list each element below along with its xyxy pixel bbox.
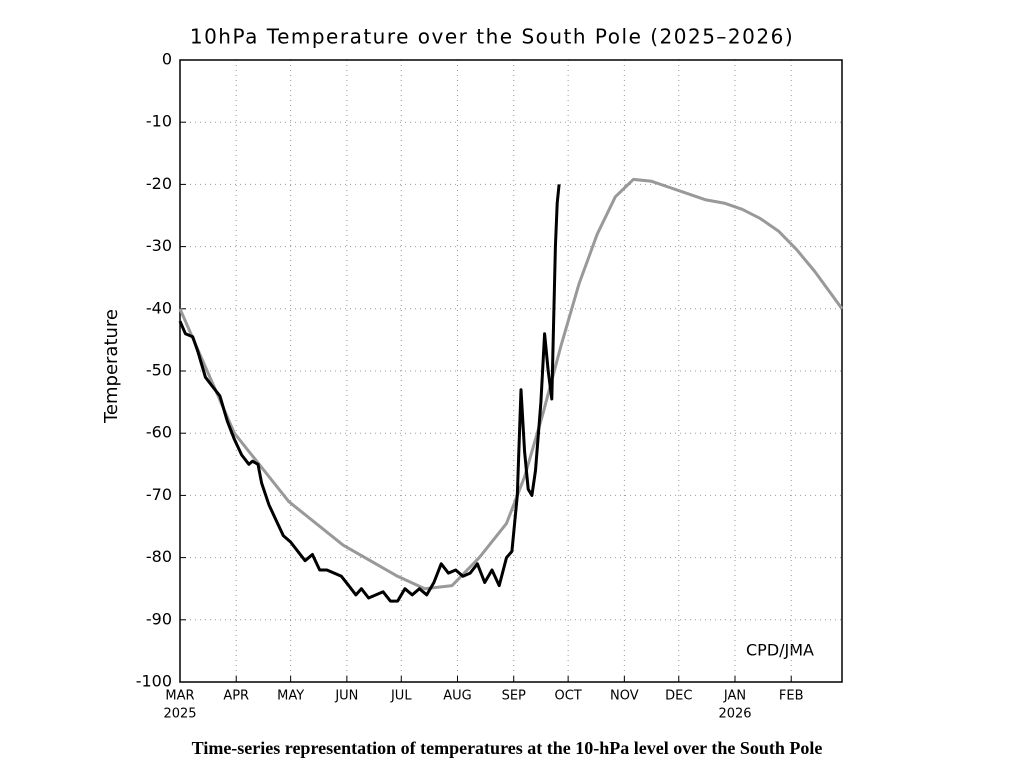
x-tick-label: JUL bbox=[390, 689, 412, 704]
year-label: 2026 bbox=[718, 707, 751, 722]
y-tick-label: -20 bbox=[146, 174, 172, 193]
y-tick-label: 0 bbox=[162, 50, 172, 69]
x-tick-label: DEC bbox=[665, 689, 692, 704]
x-tick-label: AUG bbox=[443, 689, 471, 704]
x-tick-label: OCT bbox=[554, 689, 581, 704]
y-tick-label: -30 bbox=[146, 236, 172, 255]
caption: Time-series representation of temperatur… bbox=[192, 738, 823, 758]
y-tick-label: -90 bbox=[146, 609, 172, 628]
x-tick-label: APR bbox=[223, 689, 249, 704]
series-line bbox=[178, 184, 561, 603]
series-line bbox=[178, 177, 844, 591]
x-tick-label: JAN bbox=[723, 689, 746, 704]
year-label: 2025 bbox=[163, 707, 196, 722]
y-tick-label: -50 bbox=[146, 361, 172, 380]
y-tick-label: -40 bbox=[146, 298, 172, 317]
plot-frame bbox=[179, 59, 843, 683]
annotation: CPD/JMA bbox=[746, 641, 814, 660]
chart-title: 10hPa Temperature over the South Pole (2… bbox=[190, 25, 794, 49]
x-tick-label: MAR bbox=[165, 689, 194, 704]
y-tick-label: -100 bbox=[136, 672, 172, 691]
x-tick-label: JUN bbox=[334, 689, 358, 704]
y-tick-label: -70 bbox=[146, 485, 172, 504]
x-tick-label: SEP bbox=[502, 689, 526, 704]
y-axis-label: Temperature bbox=[101, 309, 122, 424]
y-tick-label: -80 bbox=[146, 547, 172, 566]
y-tick-label: -60 bbox=[146, 423, 172, 442]
x-tick-label: NOV bbox=[610, 689, 639, 704]
x-tick-label: MAY bbox=[277, 689, 304, 704]
x-tick-label: FEB bbox=[779, 689, 804, 704]
y-tick-label: -10 bbox=[146, 112, 172, 131]
